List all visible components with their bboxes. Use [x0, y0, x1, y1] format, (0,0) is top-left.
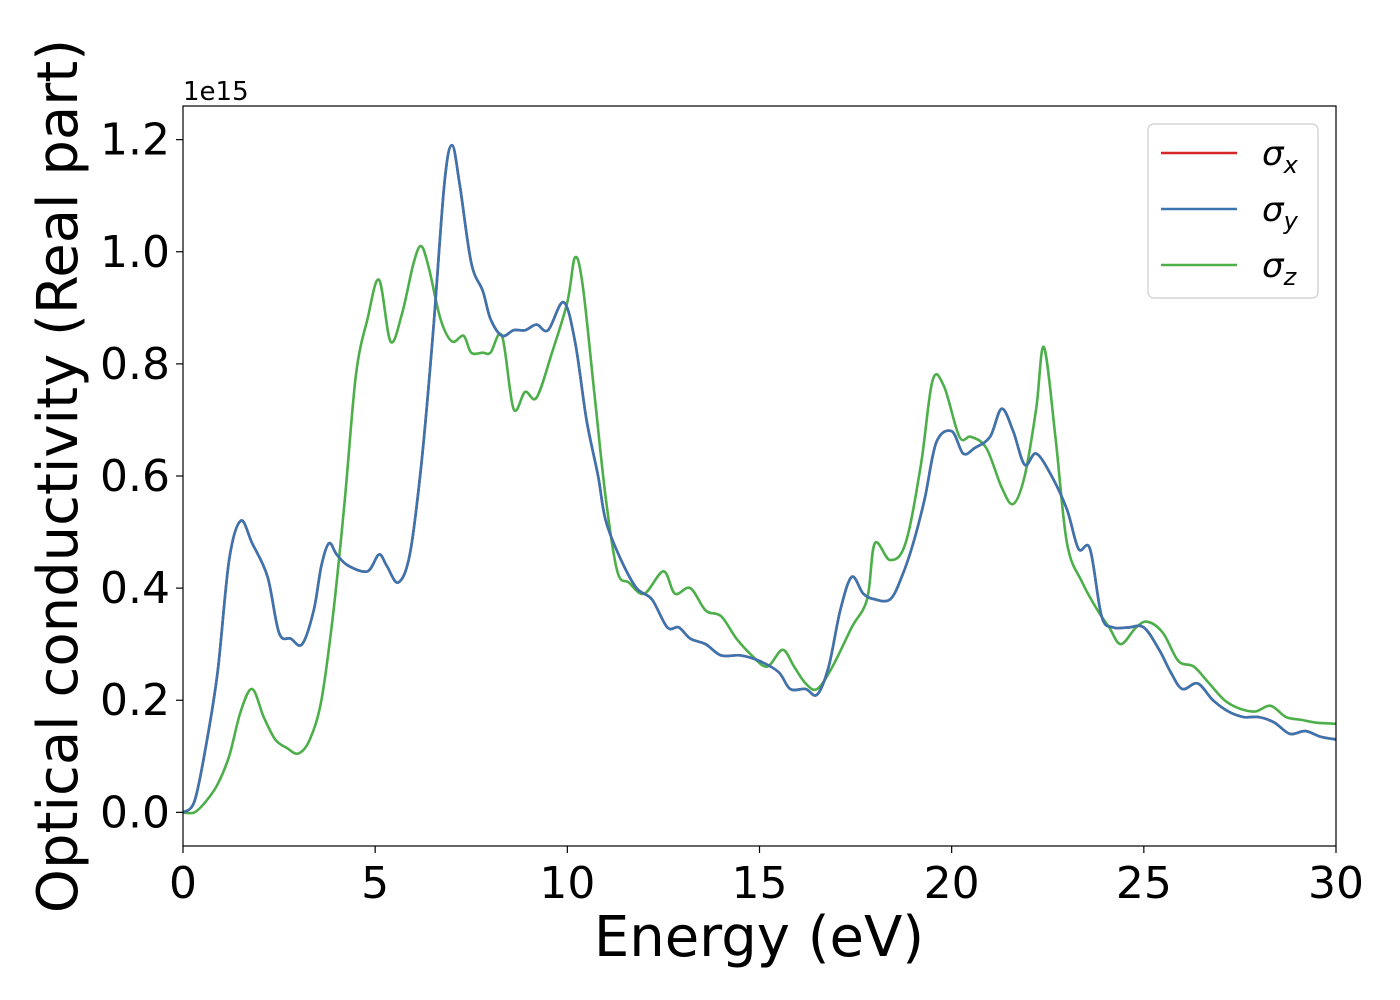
legend-frame [1147, 123, 1319, 299]
y-tick-label: 1.2 [100, 115, 170, 166]
y-offset-label: 1e15 [183, 77, 249, 107]
x-tick-label: 25 [1116, 858, 1172, 909]
y-tick-label: 0.2 [100, 675, 170, 726]
x-tick-label: 30 [1308, 858, 1364, 909]
legend-entry-x: σx [1262, 134, 1299, 179]
y-tick-label: 0.4 [100, 563, 170, 614]
legend: σx σy σz [1147, 123, 1319, 299]
plot-area [182, 105, 1337, 847]
x-tick-label: 0 [169, 858, 197, 909]
y-axis: 0.0 0.2 0.4 0.6 0.8 1.0 1.2 [100, 115, 183, 838]
y-tick-label: 0.6 [100, 451, 170, 502]
x-tick-label: 20 [924, 858, 980, 909]
x-tick-label: 15 [732, 858, 788, 909]
y-axis-label: Optical conductivity (Real part) [26, 39, 91, 913]
series-layer [183, 143, 1336, 815]
x-tick-label: 10 [539, 858, 595, 909]
x-tick-label: 5 [361, 858, 389, 909]
y-tick-label: 1.0 [100, 227, 170, 278]
y-tick-label: 0.0 [100, 787, 170, 838]
legend-entry-y: σy [1262, 190, 1299, 235]
series-line-y [183, 143, 1336, 814]
x-axis: 0 5 10 15 20 25 30 [169, 846, 1364, 909]
legend-entry-z: σz [1262, 246, 1298, 291]
x-axis-label: Energy (eV) [594, 905, 924, 970]
y-tick-label: 0.8 [100, 339, 170, 390]
